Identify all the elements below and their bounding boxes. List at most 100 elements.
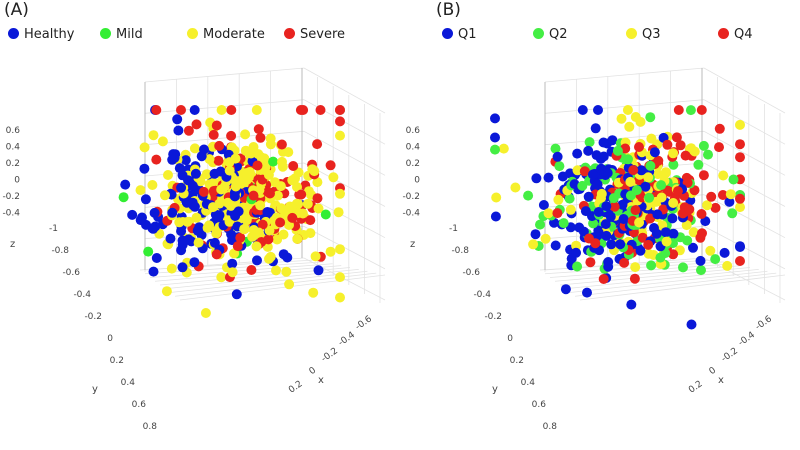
legend-item-q3[interactable]: Q3: [626, 27, 661, 42]
point-q4: [653, 155, 664, 166]
point-q1: [560, 284, 571, 295]
point-healthy: [196, 151, 207, 162]
legend-item-q2[interactable]: Q2: [533, 27, 568, 42]
z-axis-title: z: [10, 239, 15, 250]
point-healthy: [262, 207, 273, 217]
z-tick-label: 0.2: [6, 159, 20, 169]
point-healthy: [229, 191, 240, 202]
point-healthy: [147, 223, 158, 234]
point-moderate: [216, 272, 227, 283]
legend-item-q4[interactable]: Q4: [718, 27, 753, 42]
point-severe: [208, 186, 219, 196]
point-q4: [697, 228, 707, 239]
grid-line: [164, 268, 359, 290]
point-q3: [643, 172, 654, 183]
point-q3: [656, 192, 667, 203]
point-healthy: [176, 182, 187, 193]
point-healthy: [172, 114, 183, 125]
point-q2: [685, 105, 696, 116]
point-healthy: [135, 215, 146, 226]
point-moderate: [335, 292, 345, 303]
point-moderate: [303, 186, 314, 197]
legend-item-mild[interactable]: Mild: [100, 27, 143, 42]
y-tick-label: -0.4: [473, 290, 491, 300]
point-q1: [583, 145, 594, 156]
point-q2: [645, 112, 656, 123]
scatter-plot-a[interactable]: 0.60.40.20-0.2-0.4z-1-0.8-0.6-0.4-0.200.…: [0, 0, 400, 450]
point-q1: [660, 227, 671, 238]
point-q1: [719, 247, 730, 258]
point-moderate: [278, 229, 289, 240]
point-q1: [583, 191, 594, 202]
point-severe: [335, 105, 345, 115]
point-moderate: [291, 198, 302, 209]
point-q3: [688, 227, 699, 238]
point-q3: [735, 119, 745, 130]
point-q4: [628, 165, 639, 176]
legend-item-q1[interactable]: Q1: [442, 27, 477, 42]
point-q3: [625, 176, 636, 187]
point-moderate: [335, 272, 345, 283]
point-q1: [490, 113, 500, 124]
grid-line: [544, 67, 705, 83]
point-severe: [275, 217, 286, 228]
point-q1: [695, 255, 706, 266]
point-q4: [735, 256, 745, 266]
point-healthy: [168, 149, 179, 160]
panel-a: 0.6 0.4 0.2 0 -0.2 -0.4 z -1 -0.8 -0.6 -0.4 -0.2 0 0.…: [0, 0, 400, 450]
y-tick-label: -0.2: [84, 312, 102, 322]
legend-marker-moderate: [187, 28, 198, 39]
point-moderate: [216, 105, 227, 115]
y-tick-label: -0.8: [451, 246, 469, 256]
point-q2: [698, 140, 709, 151]
point-healthy: [187, 180, 198, 191]
point-q4: [598, 274, 609, 284]
point-q3: [624, 121, 635, 132]
point-q4: [643, 239, 654, 250]
point-healthy: [139, 163, 150, 174]
point-healthy: [313, 265, 324, 276]
point-q1: [603, 261, 614, 272]
point-moderate: [325, 246, 336, 257]
point-q2: [577, 180, 588, 191]
point-moderate: [292, 182, 302, 192]
legend-label-q3: Q3: [642, 27, 661, 42]
point-moderate: [163, 170, 173, 180]
legend-marker-q2: [533, 28, 544, 39]
x-tick-label: -0.4: [737, 330, 757, 348]
point-severe: [263, 234, 274, 245]
point-q2: [564, 193, 575, 204]
point-moderate: [333, 207, 344, 218]
point-moderate: [139, 142, 150, 153]
legend-item-healthy[interactable]: Healthy: [8, 27, 74, 42]
point-severe: [183, 125, 194, 136]
grid-line: [574, 272, 777, 297]
point-q1: [531, 173, 542, 184]
point-moderate: [312, 177, 323, 188]
x-tick-label: -0.6: [754, 314, 774, 332]
point-moderate: [283, 147, 294, 158]
grid-line: [559, 267, 751, 286]
point-q4: [735, 139, 745, 150]
point-q1: [668, 228, 679, 239]
point-moderate: [191, 212, 202, 223]
point-healthy: [180, 155, 191, 166]
point-q1: [577, 105, 588, 115]
legend-item-moderate[interactable]: Moderate: [187, 27, 265, 42]
point-severe: [226, 130, 237, 141]
x-tick-label: -0.2: [720, 346, 740, 364]
point-q1: [607, 135, 618, 146]
grid-line: [169, 270, 368, 293]
legend-item-severe[interactable]: Severe: [284, 27, 345, 42]
point-q2: [550, 143, 561, 154]
grid-line: [564, 268, 759, 290]
point-q2: [668, 159, 679, 170]
scatter-plot-b[interactable]: 0.60.40.20-0.2-0.4z-1-0.8-0.6-0.4-0.200.…: [400, 0, 800, 450]
y-tick-label: 0.4: [121, 378, 136, 388]
point-q2: [710, 254, 721, 265]
point-severe: [257, 219, 268, 230]
point-healthy: [151, 253, 162, 263]
point-q3: [735, 202, 745, 213]
point-healthy: [189, 201, 200, 212]
x-tick-label: 0.2: [687, 379, 704, 395]
